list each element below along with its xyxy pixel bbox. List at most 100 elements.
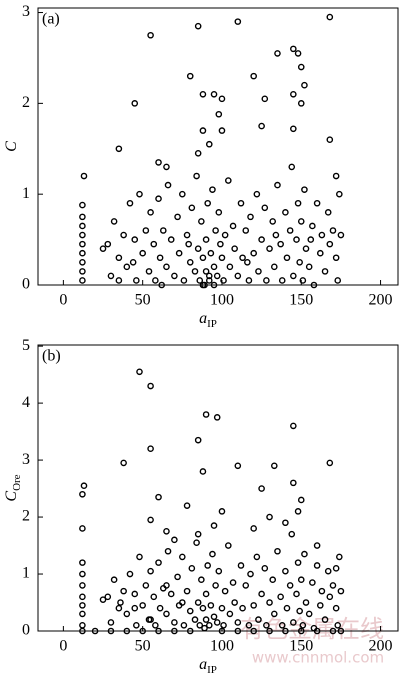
point xyxy=(332,565,340,572)
x-axis-label: aIP xyxy=(199,656,217,674)
point xyxy=(198,218,205,225)
point xyxy=(212,582,219,589)
point xyxy=(250,602,257,609)
y-tick-label: 4 xyxy=(22,394,30,411)
point xyxy=(174,213,181,221)
point xyxy=(321,268,329,275)
point xyxy=(126,570,134,578)
point xyxy=(201,624,208,632)
point xyxy=(294,50,302,57)
point xyxy=(297,63,305,71)
x-tick-label: 0 xyxy=(59,292,67,309)
y-tick-label: 5 xyxy=(22,337,30,354)
point xyxy=(229,579,237,586)
point xyxy=(115,254,123,262)
point xyxy=(155,159,162,166)
x-tick-label: 50 xyxy=(135,638,151,655)
point xyxy=(332,254,340,262)
point xyxy=(179,553,186,561)
point xyxy=(318,231,326,239)
point xyxy=(283,604,291,612)
point xyxy=(234,462,242,470)
point xyxy=(302,599,310,606)
point xyxy=(163,263,170,271)
point xyxy=(234,627,242,635)
point xyxy=(79,559,86,566)
point xyxy=(215,209,223,216)
point xyxy=(258,485,265,492)
point xyxy=(210,90,218,98)
point xyxy=(79,268,86,275)
point xyxy=(123,263,131,271)
point xyxy=(79,593,86,601)
point xyxy=(79,201,86,209)
point xyxy=(183,502,191,509)
point xyxy=(318,587,326,595)
point xyxy=(274,181,281,189)
point xyxy=(337,587,345,595)
point xyxy=(290,45,297,53)
point xyxy=(247,570,254,578)
panel-label: (b) xyxy=(42,348,61,365)
point xyxy=(194,599,202,606)
point xyxy=(218,604,226,612)
point xyxy=(163,527,170,535)
point xyxy=(277,240,284,248)
point xyxy=(115,277,123,284)
point xyxy=(336,190,343,198)
point xyxy=(290,422,297,430)
point xyxy=(301,81,308,89)
point xyxy=(79,277,86,284)
point xyxy=(136,368,143,376)
point xyxy=(123,610,131,618)
point xyxy=(301,550,308,558)
point xyxy=(239,604,246,612)
point xyxy=(261,204,269,212)
point xyxy=(286,227,294,234)
y-axis-label: C xyxy=(3,141,20,152)
point xyxy=(231,245,238,252)
point xyxy=(136,553,143,561)
point xyxy=(110,218,118,225)
point xyxy=(258,122,265,130)
watermark: www.cnnmol.com xyxy=(252,649,384,667)
point xyxy=(326,593,334,601)
point xyxy=(270,462,278,470)
point xyxy=(245,277,253,284)
point xyxy=(237,199,245,207)
point xyxy=(218,508,226,515)
point xyxy=(294,559,302,566)
point xyxy=(139,249,146,257)
point xyxy=(290,619,297,626)
point xyxy=(213,414,221,421)
point xyxy=(204,199,211,207)
point xyxy=(131,604,139,612)
x-tick-label: 150 xyxy=(289,292,313,309)
point xyxy=(194,22,202,30)
point xyxy=(272,231,280,239)
point xyxy=(131,236,139,243)
point xyxy=(107,619,115,626)
point xyxy=(263,622,270,629)
x-tick-label: 0 xyxy=(59,638,67,655)
point xyxy=(199,254,207,262)
point xyxy=(266,599,273,606)
point xyxy=(270,610,278,618)
point xyxy=(299,277,307,284)
point xyxy=(234,619,242,626)
point xyxy=(117,599,124,606)
point xyxy=(155,195,162,203)
point xyxy=(120,587,127,595)
point xyxy=(310,624,318,632)
point xyxy=(326,459,334,467)
point xyxy=(210,613,218,621)
point xyxy=(136,190,143,198)
point xyxy=(293,590,300,598)
point xyxy=(296,258,303,266)
point xyxy=(290,479,297,487)
point xyxy=(79,602,86,609)
point xyxy=(215,567,223,575)
point xyxy=(218,127,226,134)
point xyxy=(225,177,232,184)
